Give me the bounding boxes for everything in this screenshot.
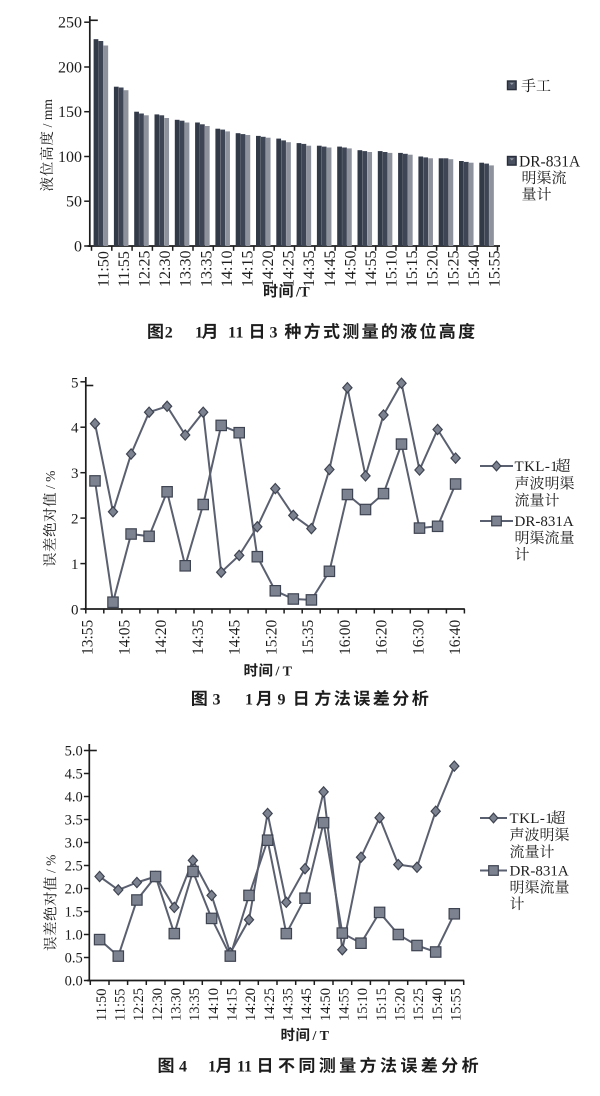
svg-text:16:00: 16:00 <box>337 619 354 655</box>
svg-text:9: 9 <box>278 692 286 709</box>
svg-text:14:20: 14:20 <box>153 619 170 655</box>
svg-text:3: 3 <box>213 692 221 709</box>
svg-text:0: 0 <box>74 239 82 256</box>
svg-text:/ T: / T <box>312 1029 330 1044</box>
svg-text:14:05: 14:05 <box>116 619 133 655</box>
svg-text:14:50: 14:50 <box>342 251 359 287</box>
svg-text:1: 1 <box>208 1059 216 1076</box>
svg-text:15:20: 15:20 <box>393 988 409 1021</box>
svg-text:15:25: 15:25 <box>411 988 427 1021</box>
svg-text:11:55: 11:55 <box>116 251 133 287</box>
svg-text:1: 1 <box>236 325 244 342</box>
svg-text:15:15: 15:15 <box>404 251 421 287</box>
svg-text:14:15: 14:15 <box>225 988 241 1021</box>
svg-text:14:50: 14:50 <box>318 988 334 1021</box>
svg-text:1: 1 <box>244 1059 252 1076</box>
svg-text:11:55: 11:55 <box>113 989 129 1022</box>
svg-text:3: 3 <box>71 466 79 482</box>
svg-text:TKL-1: TKL-1 <box>515 459 559 475</box>
svg-text:1: 1 <box>237 1059 245 1076</box>
svg-text:14:55: 14:55 <box>337 988 353 1021</box>
svg-text:12:30: 12:30 <box>157 251 174 287</box>
svg-text:1.0: 1.0 <box>65 928 83 944</box>
svg-text:15:25: 15:25 <box>445 251 462 287</box>
svg-text:13:35: 13:35 <box>187 988 203 1021</box>
svg-text:15:55: 15:55 <box>486 251 503 287</box>
svg-text:100: 100 <box>58 149 82 166</box>
svg-text:0: 0 <box>71 603 79 619</box>
svg-text:TKL-1: TKL-1 <box>510 811 554 827</box>
svg-text:15:15: 15:15 <box>374 988 390 1021</box>
svg-text:1: 1 <box>71 557 79 573</box>
svg-text:200: 200 <box>58 60 82 77</box>
svg-text:150: 150 <box>58 104 82 121</box>
svg-text:/ mm: / mm <box>40 99 55 128</box>
svg-text:15:35: 15:35 <box>300 619 317 655</box>
svg-text:DR-831A: DR-831A <box>519 154 581 171</box>
svg-text:12:30: 12:30 <box>150 988 166 1021</box>
svg-text:2.0: 2.0 <box>65 882 83 898</box>
svg-text:2: 2 <box>71 512 79 528</box>
svg-text:1: 1 <box>228 325 236 342</box>
svg-text:15:40: 15:40 <box>466 251 483 287</box>
svg-text:1.5: 1.5 <box>65 905 83 921</box>
svg-text:13:35: 13:35 <box>198 251 215 287</box>
svg-text:14:45: 14:45 <box>299 988 315 1021</box>
svg-text:14:10: 14:10 <box>219 251 236 287</box>
svg-text:15:10: 15:10 <box>355 988 371 1021</box>
svg-text:14:20: 14:20 <box>260 251 277 287</box>
svg-text:12:25: 12:25 <box>131 988 147 1021</box>
svg-text:250: 250 <box>58 15 82 32</box>
svg-text:2.5: 2.5 <box>65 859 83 875</box>
svg-text:/ %: / % <box>43 471 58 489</box>
svg-text:14:25: 14:25 <box>262 988 278 1021</box>
svg-text:14:35: 14:35 <box>281 988 297 1021</box>
svg-text:14:55: 14:55 <box>363 251 380 287</box>
svg-text:16:40: 16:40 <box>447 619 464 655</box>
svg-text:DR-831A: DR-831A <box>510 864 569 880</box>
svg-text:DR-831A: DR-831A <box>515 514 574 530</box>
svg-text:16:20: 16:20 <box>374 619 391 655</box>
svg-text:50: 50 <box>66 194 82 211</box>
svg-text:14:35: 14:35 <box>301 251 318 287</box>
svg-text:/T: /T <box>295 285 310 301</box>
svg-text:0.0: 0.0 <box>65 974 83 990</box>
svg-text:/ T: / T <box>275 665 293 680</box>
svg-text:14:15: 14:15 <box>240 251 257 287</box>
svg-text:4: 4 <box>179 1059 187 1076</box>
svg-text:3: 3 <box>270 325 278 342</box>
svg-text:14:45: 14:45 <box>322 251 339 287</box>
svg-text:4.0: 4.0 <box>65 790 83 806</box>
svg-text:15:20: 15:20 <box>263 619 280 655</box>
svg-text:15:20: 15:20 <box>425 251 442 287</box>
svg-text:13:55: 13:55 <box>80 619 97 655</box>
svg-text:5.0: 5.0 <box>65 744 83 760</box>
svg-text:13:30: 13:30 <box>178 251 195 287</box>
svg-text:4.5: 4.5 <box>65 767 83 783</box>
svg-text:3.0: 3.0 <box>65 836 83 852</box>
svg-text:14:35: 14:35 <box>190 619 207 655</box>
svg-text:14:10: 14:10 <box>206 988 222 1021</box>
svg-text:13:30: 13:30 <box>169 988 185 1021</box>
svg-text:15:10: 15:10 <box>384 251 401 287</box>
svg-text:1: 1 <box>245 692 253 709</box>
svg-text:11:50: 11:50 <box>95 251 112 287</box>
svg-text:1: 1 <box>195 325 203 342</box>
svg-text:15:40: 15:40 <box>430 988 446 1021</box>
svg-text:0.5: 0.5 <box>65 951 83 967</box>
svg-text:2: 2 <box>165 325 173 342</box>
svg-text:3.5: 3.5 <box>65 813 83 829</box>
svg-text:/ %: / % <box>44 855 59 873</box>
svg-text:11:50: 11:50 <box>94 989 110 1022</box>
svg-text:14:45: 14:45 <box>227 619 244 655</box>
svg-text:5: 5 <box>71 375 79 391</box>
svg-text:14:25: 14:25 <box>281 251 298 287</box>
svg-text:4: 4 <box>71 421 79 437</box>
svg-text:16:30: 16:30 <box>410 619 427 655</box>
svg-text:15:55: 15:55 <box>449 988 465 1021</box>
svg-text:12:25: 12:25 <box>137 251 154 287</box>
svg-text:14:20: 14:20 <box>243 988 259 1021</box>
